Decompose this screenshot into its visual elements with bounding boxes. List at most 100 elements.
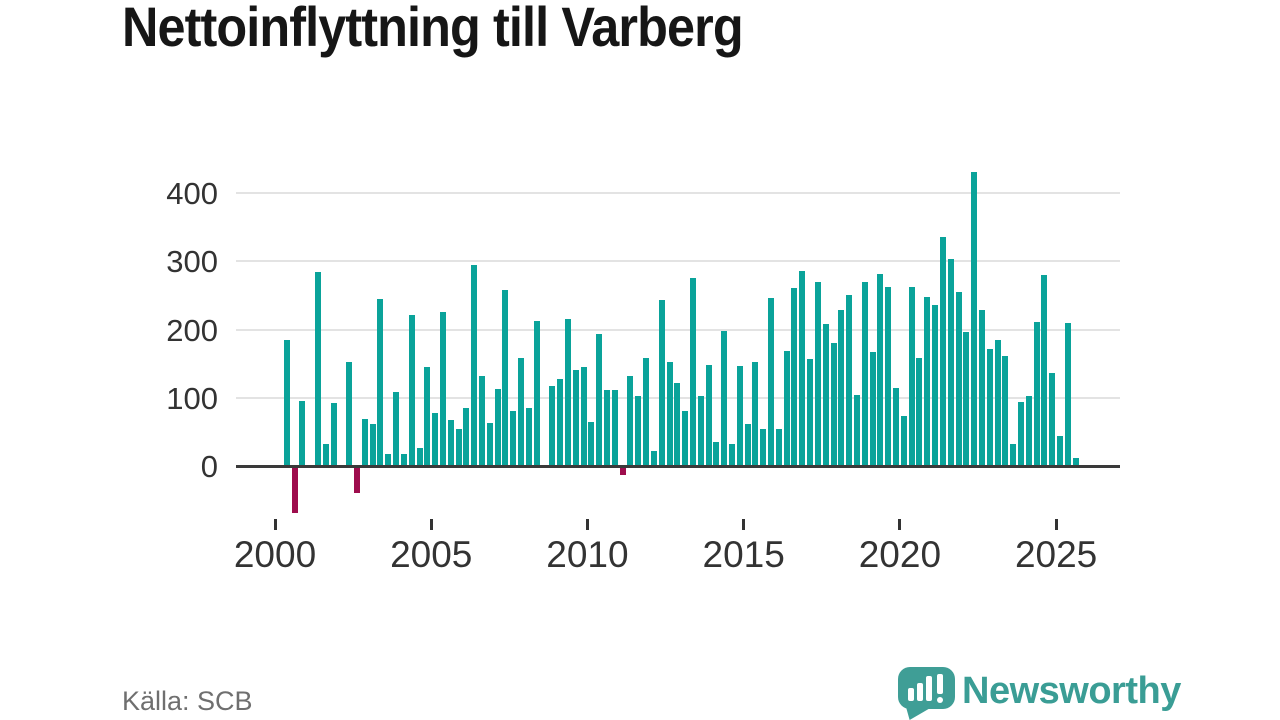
bar-2001Q3 [322,444,329,466]
bar-2017Q4 [830,342,837,466]
newsworthy-bubble-tail [906,707,932,720]
x-axis-tick-label: 2010 [546,534,629,575]
bar-2018Q2 [846,295,853,466]
bar-2010Q4 [611,389,618,466]
bar-2012Q3 [666,361,673,466]
bar-2008Q1 [525,408,532,466]
bar-2012Q1 [650,451,657,466]
bar-2002Q2 [346,362,353,466]
x-axis-tick-label: 2020 [858,534,942,575]
gridline-y-400 [236,192,1120,194]
bar-2017Q2 [814,282,821,466]
logo-bar-icon [926,676,932,701]
x-axis-tick-label: 2025 [1014,534,1098,575]
bar-2013Q4 [705,365,712,466]
newsworthy-logo: Newsworthy [898,666,1181,720]
bar-2009Q1 [557,378,564,466]
bar-2011Q3 [635,395,642,466]
bar-2009Q3 [572,370,579,466]
bar-2009Q4 [580,367,587,466]
x-axis-tick-label: 2015 [702,534,785,575]
y-axis-tick-label: 0 [200,449,218,484]
x-axis-tick [1054,519,1058,530]
bar-2004Q4 [424,367,431,466]
bar-2000Q4 [299,401,306,466]
bar-2024Q2 [1033,322,1040,466]
bar-2015Q4 [768,298,774,466]
bar-2005Q2 [439,312,446,466]
bar-2016Q3 [791,287,798,466]
bar-2016Q1 [775,428,782,466]
bar-2024Q3 [1041,274,1048,466]
x-axis-tick-label: 2000 [233,534,317,575]
logo-exclamation-dot-icon [937,697,943,703]
bar-2021Q2 [939,236,946,466]
bar-2025Q1 [1057,436,1063,466]
bar-2015Q1 [744,423,751,466]
logo-bar-icon [908,688,914,701]
bar-2007Q1 [494,388,501,466]
bar-2023Q3 [1010,444,1017,466]
bar-2003Q4 [393,392,400,466]
bar-2017Q1 [807,358,814,466]
bar-2019Q3 [885,286,892,466]
bar-2008Q4 [549,386,556,466]
bar-2017Q3 [822,324,829,466]
bar-2004Q3 [416,447,423,466]
bar-2022Q4 [986,348,993,466]
bar-2006Q3 [479,375,485,466]
bar-2015Q2 [752,362,759,466]
bar-2008Q2 [533,320,540,466]
bar-2003Q1 [369,423,376,466]
y-axis-tick-label: 100 [166,380,218,416]
bar-2010Q2 [596,334,603,466]
bar-2014Q2 [721,330,728,466]
bar-2020Q3 [916,358,923,466]
bar-2018Q1 [838,310,845,466]
bar-2023Q2 [1002,356,1009,466]
x-axis-tick-label: 2005 [390,534,473,575]
bar-2019Q4 [893,387,899,466]
bar-2000Q2 [283,339,290,466]
bar-2021Q3 [947,259,954,466]
bar-2013Q1 [682,411,689,466]
bar-2016Q4 [799,270,806,466]
bar-2025Q3 [1072,457,1079,466]
bar-2005Q3 [447,420,454,466]
bar-2024Q1 [1025,396,1032,466]
bar-2002Q3 [354,467,360,493]
bar-2013Q2 [689,277,696,466]
chart-title: Nettoinflyttning till Varberg [122,0,744,58]
bar-2016Q2 [783,350,790,466]
x-axis-tick [429,519,433,530]
bar-2006Q1 [463,408,470,466]
bar-2022Q3 [978,309,985,466]
bar-2023Q4 [1018,401,1024,466]
bar-2024Q4 [1049,373,1056,466]
bar-2009Q2 [564,319,571,466]
x-axis-line [236,464,1120,468]
bar-2002Q4 [361,418,368,466]
bar-2014Q3 [728,444,735,466]
x-axis-tick [898,519,902,530]
bar-2019Q2 [877,273,884,466]
y-axis-tick-label: 400 [166,176,218,211]
bar-2006Q2 [471,264,478,466]
bar-2013Q3 [697,396,704,466]
bar-2001Q2 [315,271,321,466]
y-axis-tick-label: 200 [166,312,218,348]
bar-2003Q3 [385,454,392,466]
gridline-y-300 [236,260,1120,263]
bar-2020Q4 [924,296,931,466]
bar-2004Q2 [408,314,415,466]
bar-2020Q1 [900,416,907,466]
newsworthy-wordmark: Newsworthy [962,670,1181,712]
bar-2019Q1 [869,352,876,466]
bar-2010Q3 [604,390,610,466]
bar-2006Q4 [486,423,493,466]
bar-2001Q4 [330,402,337,466]
bar-2005Q4 [455,428,462,466]
bar-2000Q3 [291,467,298,514]
bar-2011Q1 [619,467,626,475]
